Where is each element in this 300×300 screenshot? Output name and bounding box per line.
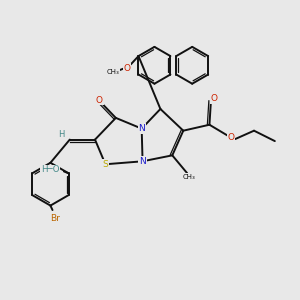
Text: CH₃: CH₃ — [182, 174, 195, 180]
Text: CH₃: CH₃ — [106, 68, 119, 74]
Text: S: S — [103, 160, 108, 169]
Text: N: N — [138, 124, 145, 133]
Text: O: O — [210, 94, 218, 103]
Text: O: O — [227, 133, 234, 142]
Text: O: O — [96, 96, 103, 105]
Text: Br: Br — [50, 214, 60, 224]
Text: N: N — [139, 157, 146, 166]
Text: H─O: H─O — [41, 165, 59, 174]
Text: H: H — [58, 130, 64, 139]
Text: O: O — [124, 64, 131, 73]
